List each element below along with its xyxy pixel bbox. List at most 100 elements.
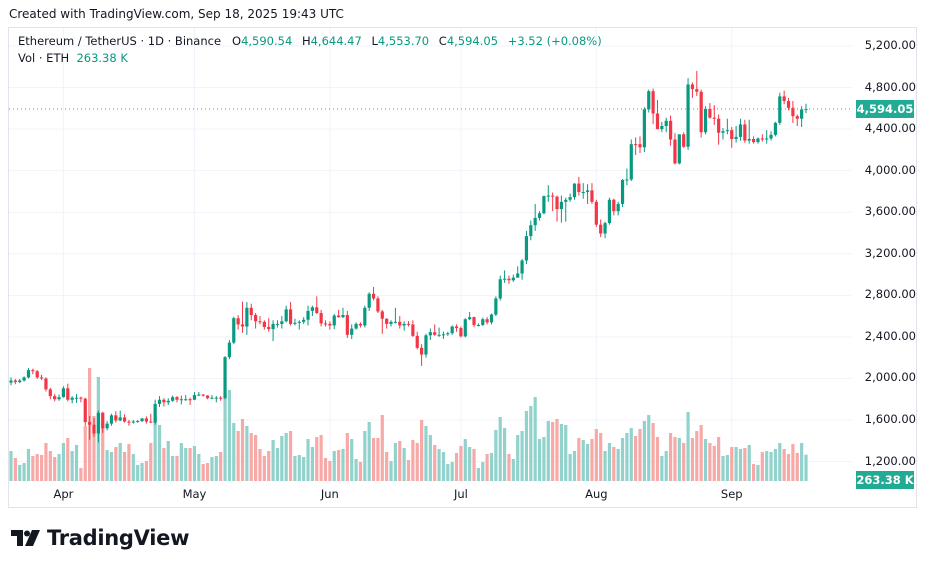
candle-body <box>240 324 245 327</box>
volume-bar <box>450 462 454 481</box>
candle-body <box>542 196 546 214</box>
volume-bar <box>481 462 485 481</box>
volume-bar <box>101 423 105 481</box>
volume-bar <box>302 457 306 481</box>
volume-bar <box>800 443 804 481</box>
candle-body <box>197 394 201 396</box>
volume-bar <box>39 455 44 481</box>
candle-body <box>101 412 105 429</box>
high-value: 4,644.47 <box>310 34 362 48</box>
volume-bar <box>240 419 245 481</box>
open-value: 4,590.54 <box>241 34 293 48</box>
candle-body <box>537 213 542 218</box>
candle-body <box>210 397 214 399</box>
volume-bar <box>171 456 175 481</box>
volume-bar <box>205 463 210 481</box>
volume-bar <box>533 397 537 481</box>
volume-bar <box>581 440 585 481</box>
volume-bar <box>275 448 280 481</box>
volume-bar <box>804 454 808 481</box>
candle-body <box>249 307 253 316</box>
price-tick-label: 4,800.00 <box>864 79 916 94</box>
volume-bar <box>13 458 17 481</box>
volume-label[interactable]: Vol · ETH <box>18 51 70 65</box>
volume-bar <box>441 452 446 481</box>
volume-bar <box>310 447 315 481</box>
candle-body <box>738 124 743 137</box>
candle-body <box>703 108 708 133</box>
candle-body <box>188 399 192 401</box>
candle-body <box>682 134 686 147</box>
volume-bar <box>140 463 144 481</box>
candle-body <box>747 138 751 141</box>
candle-body <box>642 109 646 148</box>
volume-bar <box>328 461 332 481</box>
candle-body <box>489 314 494 323</box>
candle-body <box>127 421 131 423</box>
candle-body <box>494 298 498 315</box>
price-tick-label: 3,200.00 <box>864 245 916 260</box>
candle-body <box>201 394 205 396</box>
close-value: 4,594.05 <box>446 34 499 48</box>
candle-body <box>725 130 729 132</box>
volume-bar <box>673 437 677 481</box>
candle-body <box>599 224 603 234</box>
volume-bar <box>773 449 778 481</box>
volume-bar <box>74 445 79 481</box>
close-label: C <box>438 34 447 48</box>
volume-bar <box>668 433 673 481</box>
candle-body <box>655 113 660 130</box>
volume-bar <box>437 449 441 481</box>
candle-body <box>555 196 559 210</box>
volume-bar <box>149 443 153 481</box>
volume-bar <box>546 421 550 481</box>
volume-bar <box>214 456 218 481</box>
candle-body <box>668 120 673 140</box>
volume-bar <box>249 433 253 481</box>
candle-body <box>769 134 773 139</box>
volume-bar <box>70 451 74 481</box>
candle-body <box>79 397 83 399</box>
symbol-title[interactable]: Ethereum / TetherUS · 1D · Binance <box>18 34 222 48</box>
volume-bar <box>323 458 328 481</box>
candle-body <box>634 144 638 146</box>
volume-bar <box>420 420 424 481</box>
volume-bar <box>502 428 507 481</box>
volume-bar <box>411 440 415 481</box>
volume-bar <box>516 435 520 481</box>
candle-body <box>402 323 406 326</box>
volume-bar <box>703 439 708 481</box>
volume-bar <box>472 449 476 481</box>
volume-bar <box>734 447 738 481</box>
created-with-caption: Created with TradingView.com, Sep 18, 20… <box>9 7 344 21</box>
candle-body <box>533 217 537 226</box>
volume-bar <box>35 454 39 481</box>
volume-bar <box>520 431 524 481</box>
candle-body <box>756 138 760 143</box>
volume-bar <box>559 424 563 481</box>
candle-body <box>520 260 524 274</box>
candle-body <box>358 323 363 326</box>
volume-bar <box>468 447 472 481</box>
volume-bar <box>232 423 236 481</box>
candle-body <box>26 370 31 378</box>
volume-bar <box>262 456 266 481</box>
volume-bar <box>271 440 275 481</box>
volume-bar <box>293 456 297 481</box>
volume-bar <box>44 443 48 481</box>
candle-body <box>57 397 61 400</box>
volume-bar <box>31 456 35 481</box>
volume-bar <box>354 459 358 481</box>
volume-bar <box>227 390 232 481</box>
volume-bar <box>201 464 205 481</box>
candle-body <box>420 347 424 355</box>
candle-body <box>22 377 26 381</box>
volume-bar <box>127 444 131 481</box>
candle-body <box>463 319 467 337</box>
volume-bar <box>537 439 542 481</box>
candle-body <box>673 139 677 164</box>
candle-body <box>227 342 232 358</box>
price-tick-label: 4,000.00 <box>864 162 916 177</box>
tradingview-logo[interactable]: TradingView <box>11 526 189 550</box>
